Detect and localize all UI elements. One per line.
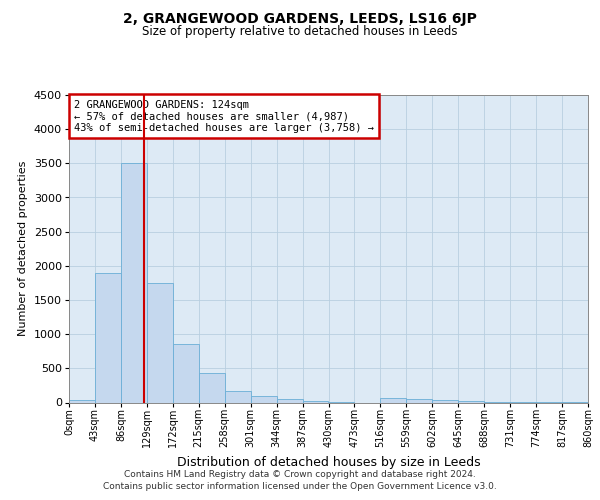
Bar	[69, 400, 95, 402]
Bar	[432, 400, 458, 402]
Bar	[95, 272, 121, 402]
Text: Size of property relative to detached houses in Leeds: Size of property relative to detached ho…	[142, 25, 458, 38]
Bar	[406, 399, 432, 402]
Text: 2 GRANGEWOOD GARDENS: 124sqm
← 57% of detached houses are smaller (4,987)
43% of: 2 GRANGEWOOD GARDENS: 124sqm ← 57% of de…	[74, 100, 374, 133]
Bar	[199, 373, 224, 402]
Text: Contains HM Land Registry data © Crown copyright and database right 2024.: Contains HM Land Registry data © Crown c…	[124, 470, 476, 479]
Bar	[147, 283, 173, 403]
Bar	[251, 396, 277, 402]
Bar	[121, 164, 147, 402]
Text: 2, GRANGEWOOD GARDENS, LEEDS, LS16 6JP: 2, GRANGEWOOD GARDENS, LEEDS, LS16 6JP	[123, 12, 477, 26]
Bar	[277, 400, 302, 402]
Bar	[173, 344, 199, 403]
Text: Contains public sector information licensed under the Open Government Licence v3: Contains public sector information licen…	[103, 482, 497, 491]
Bar	[380, 398, 406, 402]
X-axis label: Distribution of detached houses by size in Leeds: Distribution of detached houses by size …	[176, 456, 481, 469]
Bar	[224, 390, 251, 402]
Y-axis label: Number of detached properties: Number of detached properties	[19, 161, 28, 336]
